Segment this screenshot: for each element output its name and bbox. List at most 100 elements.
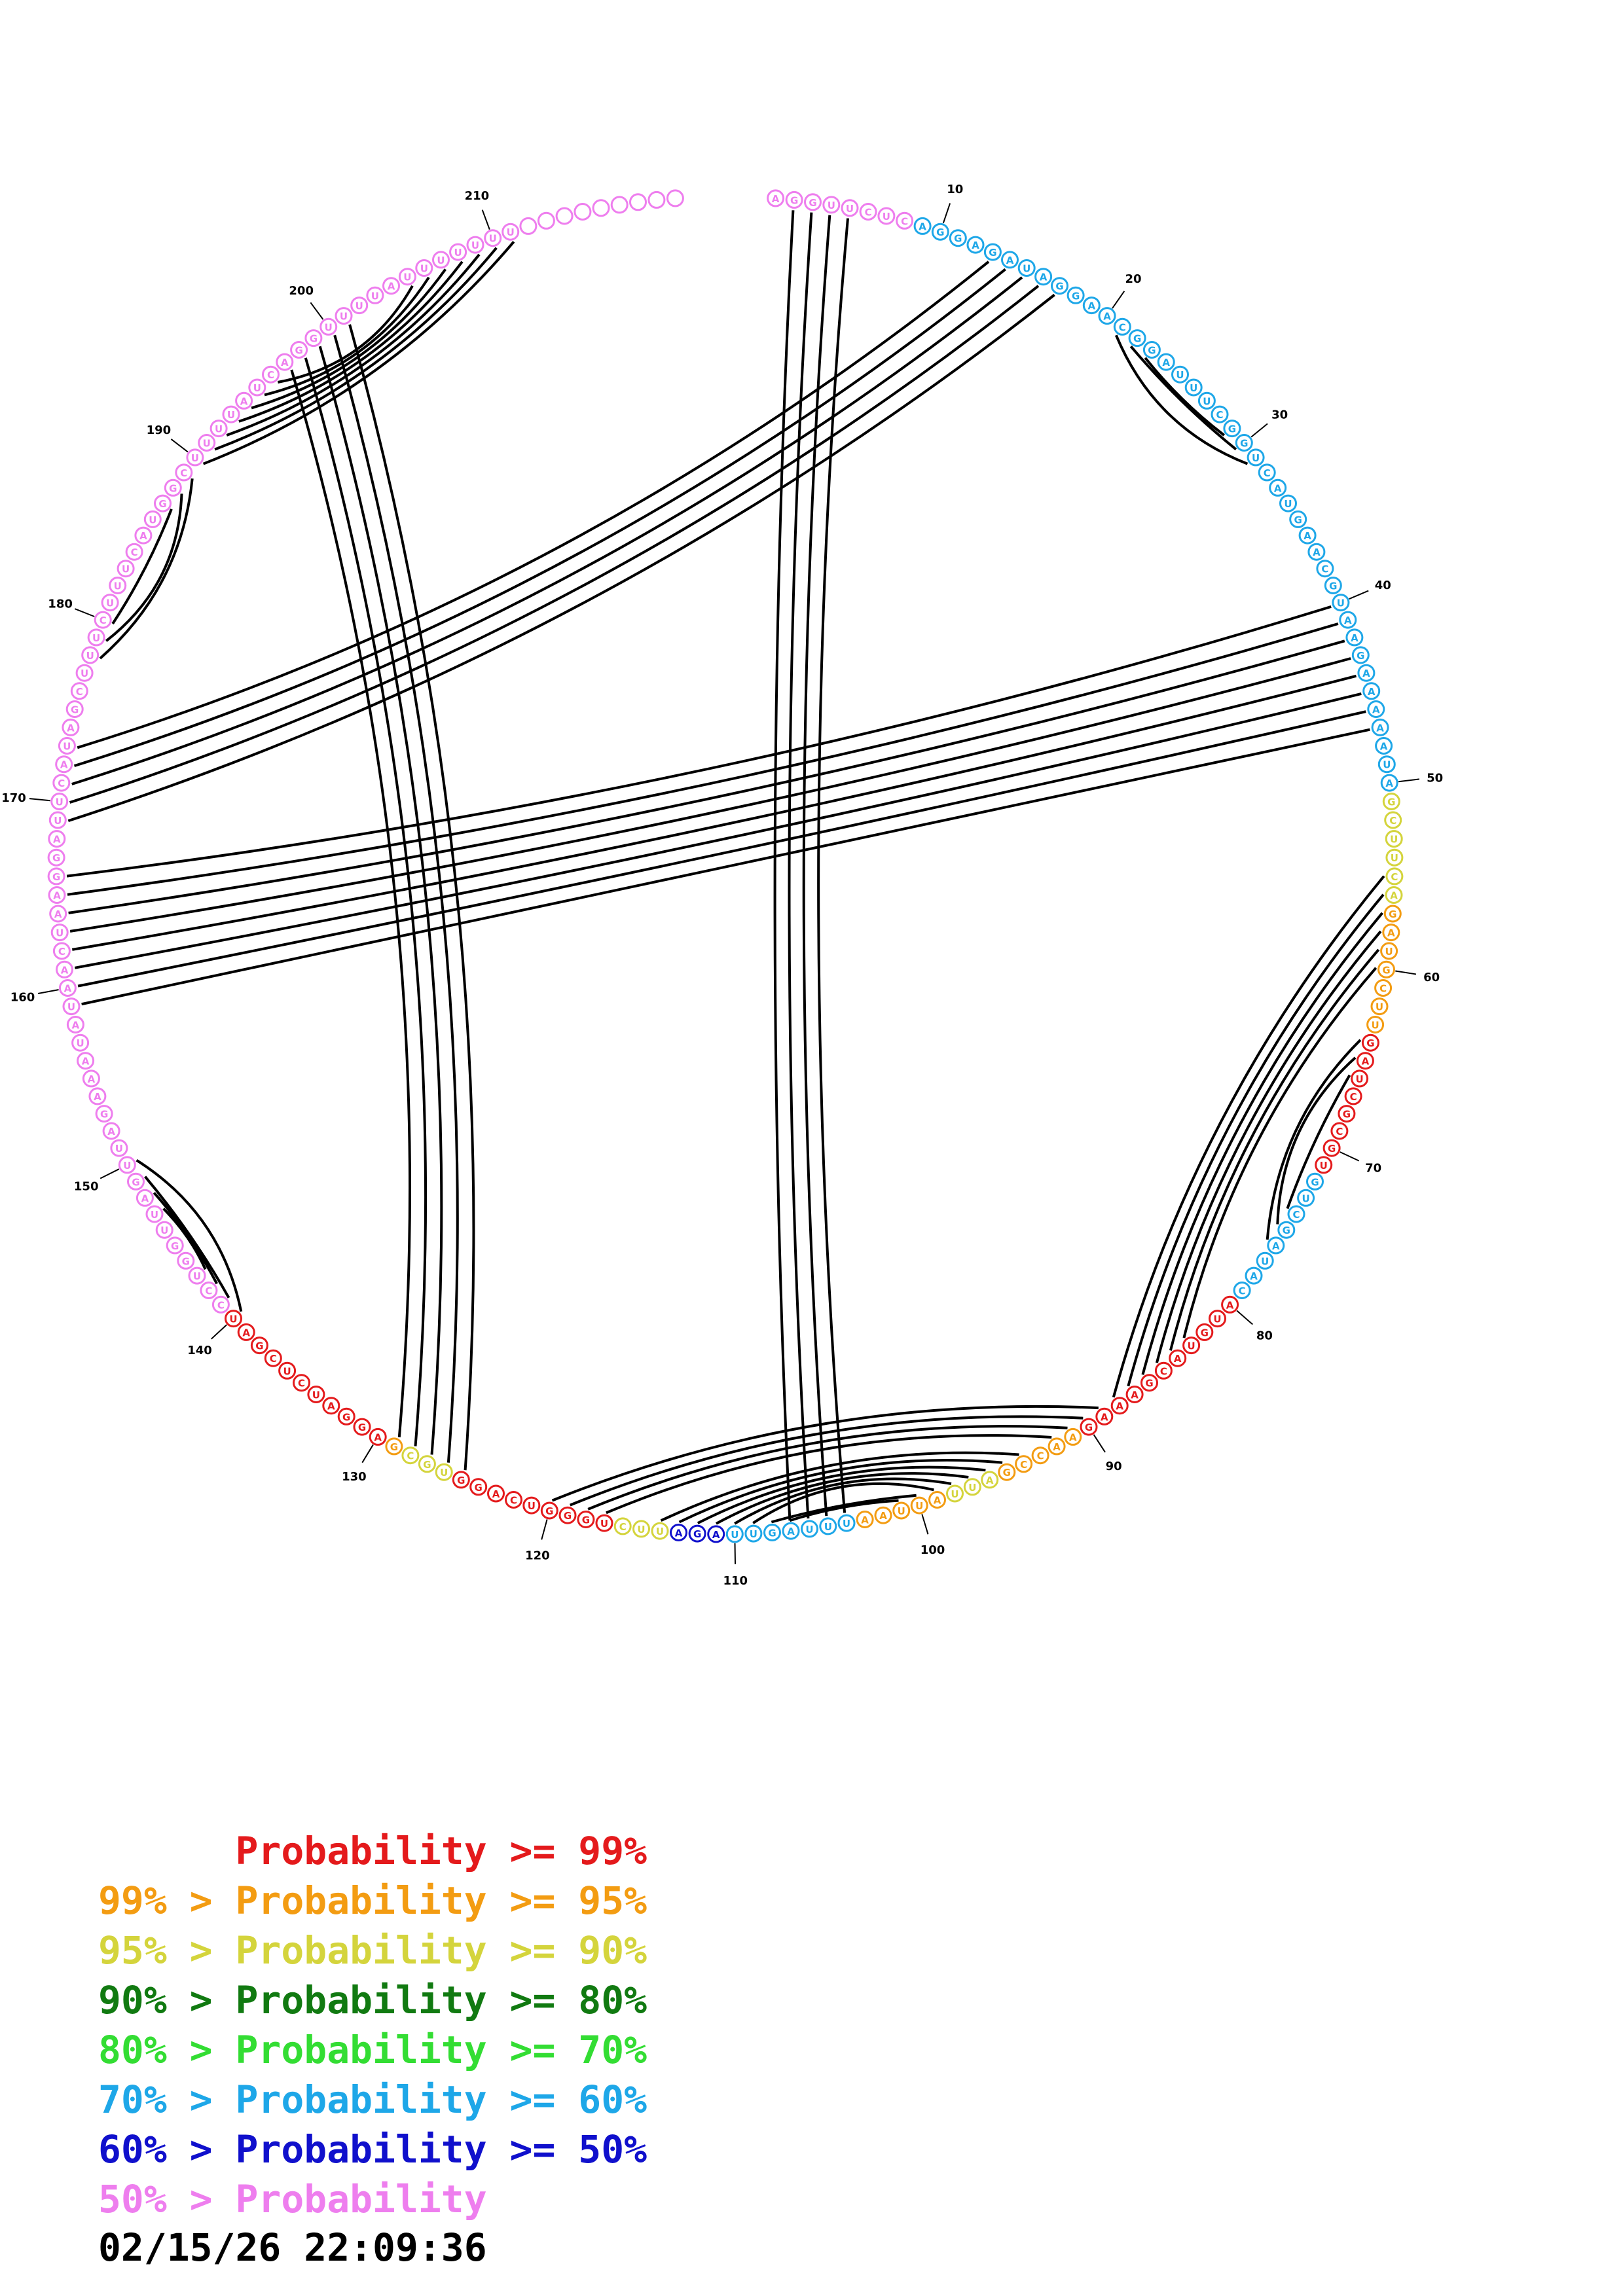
nucleotide-circle xyxy=(198,434,216,452)
nucleotide-letter: A xyxy=(61,964,69,976)
nucleotide-letter: U xyxy=(123,1160,131,1172)
nucleotide-letter: A xyxy=(1087,300,1095,312)
nucleotide xyxy=(574,203,592,221)
base-pair-arc xyxy=(304,357,428,1446)
nucleotide: C xyxy=(1154,1361,1173,1380)
nucleotide-letter: C xyxy=(58,778,65,789)
index-tick xyxy=(541,1519,548,1540)
nucleotide-letter: A xyxy=(1385,778,1393,789)
index-label: 50 xyxy=(1427,771,1443,785)
nucleotide-circle xyxy=(1233,1282,1251,1299)
nucleotide xyxy=(629,193,647,211)
nucleotide: U xyxy=(398,268,416,286)
nucleotide-letter: U xyxy=(191,452,199,464)
nucleotide: U xyxy=(1247,448,1265,467)
nucleotide: G xyxy=(1195,1323,1214,1341)
nucleotide: G xyxy=(353,1418,371,1436)
nucleotide-letter: U xyxy=(507,226,515,238)
nucleotide-letter: U xyxy=(122,564,130,575)
nucleotide: A xyxy=(1001,251,1019,269)
nucleotide: U xyxy=(1351,1069,1369,1088)
nucleotide-circle xyxy=(118,1156,136,1174)
nucleotide-letter: A xyxy=(1174,1353,1182,1365)
nucleotide-circle xyxy=(432,251,450,269)
nucleotide-circle xyxy=(1375,737,1393,755)
nucleotide-circle xyxy=(1157,353,1175,371)
nucleotide: U xyxy=(50,793,69,810)
nucleotide-circle xyxy=(225,1310,242,1328)
nucleotide: C xyxy=(1316,560,1334,578)
nucleotide: A xyxy=(928,1491,946,1509)
nucleotide: A xyxy=(1298,526,1317,545)
nucleotide-circle xyxy=(466,236,484,254)
nucleotide: C xyxy=(613,1517,632,1535)
nucleotide-circle xyxy=(366,286,384,304)
base-pair-arc xyxy=(278,285,414,384)
nucleotide: A xyxy=(1307,543,1326,561)
nucleotide-letter: G xyxy=(295,345,302,357)
nucleotide-circle xyxy=(211,1295,230,1314)
nucleotide: U xyxy=(1380,942,1398,960)
base-pair-arc xyxy=(1141,912,1383,1375)
nucleotide-circle xyxy=(337,1407,356,1426)
nucleotide: U xyxy=(435,1463,453,1481)
nucleotide: G xyxy=(1128,329,1146,348)
nucleotide: U xyxy=(87,628,105,647)
nucleotide: A xyxy=(1169,1349,1187,1367)
nucleotide: C xyxy=(52,942,71,960)
nucleotide-circle xyxy=(70,682,88,700)
nucleotide-letter: U xyxy=(1284,498,1292,510)
nucleotide: A xyxy=(966,236,985,254)
nucleotide-letter: U xyxy=(160,1225,168,1236)
nucleotide: U xyxy=(651,1522,669,1540)
nucleotide-letter: G xyxy=(71,704,79,716)
nucleotide-circle xyxy=(75,664,94,682)
nucleotide: C xyxy=(859,203,877,221)
nucleotide: A xyxy=(58,979,77,997)
nucleotide-circle xyxy=(1367,700,1385,718)
nucleotide-letter: G xyxy=(132,1176,139,1188)
nucleotide: U xyxy=(188,1266,206,1285)
nucleotide-circle xyxy=(1051,277,1068,295)
nucleotide: U xyxy=(1385,848,1404,867)
nucleotide: U xyxy=(963,1478,981,1496)
base-pair-arc xyxy=(1129,345,1237,451)
base-pair-arc xyxy=(153,1192,218,1285)
nucleotide: A xyxy=(102,1122,120,1140)
nucleotide-letter: U xyxy=(883,211,890,223)
nucleotide: C xyxy=(70,682,88,700)
nucleotide: G xyxy=(983,243,1002,261)
nucleotide: C xyxy=(1113,317,1131,336)
nucleotide: A xyxy=(1095,1407,1114,1426)
nucleotide-letter: C xyxy=(1119,321,1126,333)
nucleotide-letter: A xyxy=(94,1091,101,1103)
nucleotide-circle xyxy=(401,1446,420,1465)
nucleotide: A xyxy=(1339,611,1357,629)
nucleotide: A xyxy=(136,1189,154,1207)
nucleotide-letter: A xyxy=(1387,927,1395,939)
nucleotide: A xyxy=(1048,1437,1066,1456)
nucleotide-circle xyxy=(136,1189,154,1207)
nucleotide: U xyxy=(877,207,896,225)
nucleotide: A xyxy=(66,1016,84,1033)
nucleotide: G xyxy=(166,1236,184,1255)
base-pair-arc xyxy=(77,710,1366,988)
nucleotide: A xyxy=(1357,664,1376,682)
nucleotide-letter: A xyxy=(1362,668,1370,679)
nucleotide-letter: G xyxy=(954,233,962,245)
nucleotide: A xyxy=(77,1052,95,1070)
base-pair-arc xyxy=(697,1465,986,1524)
nucleotide-circle xyxy=(293,1374,310,1392)
nucleotide: U xyxy=(186,448,204,467)
nucleotide-circle xyxy=(1382,793,1400,810)
nucleotide-letter: A xyxy=(1006,255,1014,266)
nucleotide-letter: C xyxy=(76,686,83,698)
nucleotide-letter: U xyxy=(843,1518,850,1530)
nucleotide-letter: A xyxy=(53,834,61,846)
nucleotide-circle xyxy=(1221,1295,1239,1314)
nucleotide-circle xyxy=(435,1463,453,1481)
nucleotide: C xyxy=(505,1491,522,1509)
index-tick xyxy=(361,1444,374,1463)
nucleotide-circle xyxy=(143,510,162,528)
nucleotide-letter: A xyxy=(675,1528,683,1539)
